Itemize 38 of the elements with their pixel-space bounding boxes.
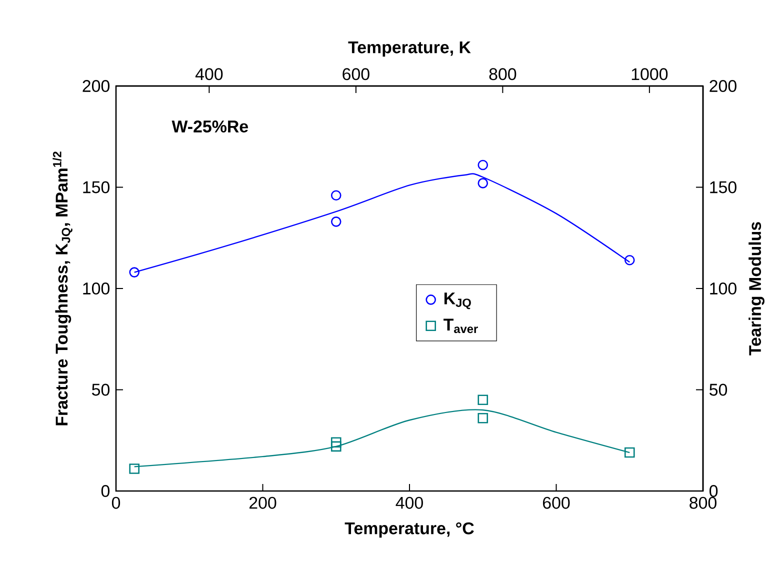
y-axis-title: Fracture Toughness, K$_{JQ}$, MPam$^{1/2}$ [52,152,72,426]
point [129,267,140,278]
point [478,412,488,424]
y2-tick-label: 100 [710,282,736,294]
point [624,447,635,458]
point [478,178,488,188]
x-tick-label: 200 [249,496,276,509]
y2-axis-title: Tearing Modulus [748,222,764,356]
y2-tick-label: 150 [710,181,736,194]
x2-tick-label: 400 [195,68,223,80]
x2-tick-label: 1000 [632,68,668,80]
x-tick-label: 600 [542,496,570,509]
x-tick-label: 0 [112,496,120,509]
y2-tick-label: 50 [710,384,728,396]
y-tick-label: 200 [82,80,110,92]
x-axis-title: Temperature, °C [344,522,474,538]
point [330,441,342,452]
x2-axis-title: Temperature, K [348,41,471,57]
legend-label: K$_{JQ}$ [444,292,471,310]
point [330,190,342,200]
point [478,160,488,170]
point [129,464,140,474]
y2-tick-label: 0 [710,485,718,497]
y-tick-label: 0 [101,485,110,497]
x2-tick-label: 800 [489,68,516,80]
point [330,437,342,448]
x-tick-label: 400 [396,496,423,509]
y-tick-label: 50 [92,384,110,396]
legend-label: T$_{aver}$ [444,318,478,334]
point [478,394,488,406]
point [624,254,635,266]
y2-tick-label: 200 [710,80,736,92]
x-tick-label: 800 [690,496,716,509]
x2-tick-label: 600 [342,68,370,80]
y-tick-label: 100 [83,282,110,294]
y-tick-label: 150 [83,181,110,194]
point [330,216,342,227]
annotation: W-25%Re [172,120,248,132]
